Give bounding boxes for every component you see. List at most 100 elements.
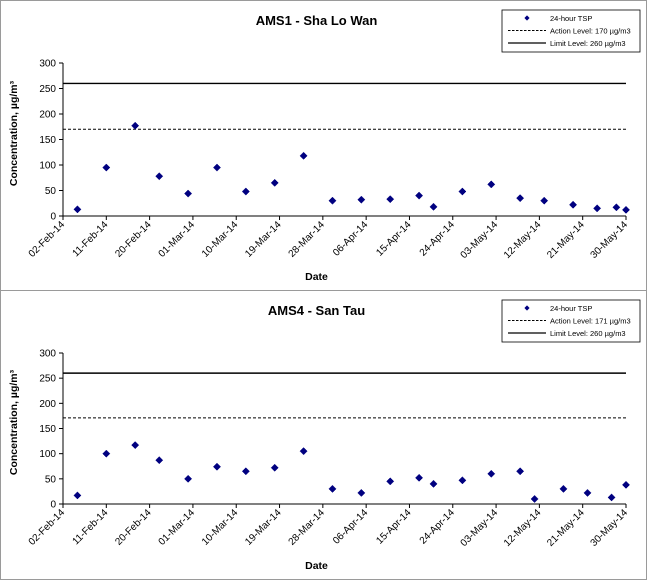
x-axis-title: Date: [305, 271, 328, 283]
x-tick-label: 03-May-14: [459, 219, 501, 261]
data-point: [386, 477, 395, 486]
data-point: [299, 447, 308, 456]
y-tick-label: 150: [39, 424, 56, 435]
x-tick-label: 01-Mar-14: [157, 507, 198, 548]
y-tick-label: 250: [39, 374, 56, 385]
data-point: [270, 178, 279, 187]
data-point: [155, 456, 164, 465]
x-tick-label: 11-Feb-14: [71, 219, 111, 259]
y-tick-label: 0: [50, 500, 56, 511]
data-point: [487, 469, 496, 478]
x-tick-label: 10-Mar-14: [200, 507, 241, 548]
x-tick-label: 21-May-14: [545, 507, 587, 549]
data-point: [429, 202, 438, 211]
x-tick-label: 12-May-14: [502, 507, 544, 549]
chart-panel-ams4: AMS4 - San Tau 0 50 100 150 200 250 300 02-Feb-1…: [0, 290, 647, 580]
y-tick-label: 200: [39, 399, 56, 410]
data-point: [540, 196, 549, 205]
data-point: [622, 205, 630, 214]
data-point: [184, 189, 193, 198]
data-point: [131, 121, 140, 130]
legend-marker: [524, 15, 530, 21]
x-tick-label: 11-Feb-14: [71, 507, 111, 547]
legend-label: 24-hour TSP: [550, 14, 592, 23]
legend-marker: [524, 305, 530, 311]
y-tick-label: 100: [39, 449, 56, 460]
data-point: [415, 191, 424, 200]
data-point: [516, 467, 525, 476]
data-point: [328, 484, 337, 493]
chart-panel-ams1: AMS1 - Sha Lo Wan 0 50 100 150 200 250 300 02-Fe…: [0, 0, 647, 291]
y-axis-title: Concentration, µg/m³: [8, 80, 20, 186]
data-point: [270, 463, 279, 472]
legend-label: Action Level: 171 µg/m3: [550, 316, 631, 325]
data-point: [530, 495, 539, 503]
data-point: [73, 205, 82, 214]
data-point: [612, 203, 621, 212]
x-tick-label: 19-Mar-14: [243, 507, 284, 548]
chart-title: AMS4 - San Tau: [268, 303, 365, 318]
data-point: [357, 488, 366, 497]
data-point: [622, 480, 630, 489]
data-point: [458, 187, 467, 196]
x-tick-label: 01-Mar-14: [157, 219, 198, 260]
x-tick-label: 15-Apr-14: [374, 507, 414, 547]
x-tick-label: 19-Mar-14: [243, 219, 284, 260]
y-tick-label: 100: [39, 161, 56, 172]
data-point: [73, 491, 82, 500]
x-tick-label: 02-Feb-14: [27, 219, 68, 260]
data-point: [415, 473, 424, 482]
x-tick-label: 20-Feb-14: [113, 219, 154, 260]
data-point: [357, 195, 366, 204]
data-point: [607, 493, 616, 502]
y-tick-label: 50: [45, 186, 57, 197]
legend-label: Limit Level: 260 µg/m3: [550, 329, 626, 338]
x-tick-label: 06-Apr-14: [331, 219, 371, 259]
x-tick-label: 06-Apr-14: [331, 507, 371, 547]
x-tick-label: 30-May-14: [589, 219, 631, 261]
data-point: [386, 195, 395, 204]
legend-label: Action Level: 170 µg/m3: [550, 26, 631, 35]
x-tick-label: 30-May-14: [589, 507, 631, 549]
data-point: [241, 467, 250, 476]
data-point: [458, 476, 467, 485]
y-tick-label: 250: [39, 84, 56, 95]
x-axis-title: Date: [305, 560, 328, 572]
x-tick-label: 03-May-14: [459, 507, 501, 549]
data-point: [131, 441, 140, 450]
y-tick-label: 300: [39, 59, 56, 70]
x-tick-label: 20-Feb-14: [113, 507, 154, 548]
chart-ams4-svg: AMS4 - San Tau 0 50 100 150 200 250 300 02-Feb-1…: [8, 299, 641, 572]
x-tick-label: 28-Mar-14: [287, 507, 328, 548]
x-tick-label: 15-Apr-14: [374, 219, 414, 259]
chart-ams1-svg: AMS1 - Sha Lo Wan 0 50 100 150 200 250 300 02-Fe…: [8, 9, 641, 283]
y-tick-label: 0: [50, 212, 56, 223]
x-tick-label: 24-Apr-14: [418, 507, 458, 547]
data-point: [593, 204, 602, 213]
data-point: [569, 200, 578, 209]
x-tick-label: 12-May-14: [502, 219, 544, 261]
x-tick-label: 10-Mar-14: [200, 219, 241, 260]
y-tick-label: 50: [45, 474, 57, 485]
data-point: [102, 163, 111, 172]
data-point: [184, 474, 193, 483]
data-point: [328, 196, 337, 205]
legend-label: 24-hour TSP: [550, 304, 592, 313]
y-axis-title: Concentration, µg/m³: [8, 369, 20, 475]
data-point: [102, 449, 111, 458]
data-point: [487, 180, 496, 189]
data-point: [429, 479, 438, 488]
y-tick-label: 200: [39, 110, 56, 121]
y-tick-label: 300: [39, 349, 56, 360]
data-point: [516, 194, 525, 203]
data-point: [559, 484, 568, 493]
x-tick-label: 02-Feb-14: [27, 507, 68, 548]
data-point: [213, 462, 221, 471]
y-tick-label: 150: [39, 135, 56, 146]
data-point: [583, 488, 592, 497]
data-point: [155, 172, 164, 181]
data-point: [213, 163, 221, 172]
x-tick-label: 24-Apr-14: [418, 219, 458, 259]
x-tick-label: 28-Mar-14: [287, 219, 328, 260]
data-point: [299, 151, 308, 160]
